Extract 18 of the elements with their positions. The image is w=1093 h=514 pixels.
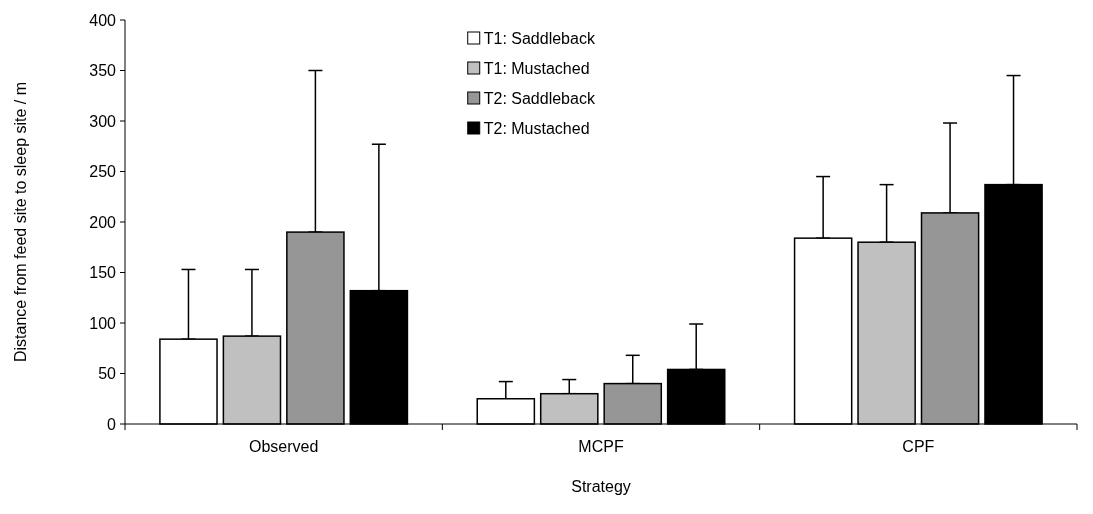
x-axis-title: Strategy [571, 478, 631, 495]
x-tick-label: Observed [248, 438, 319, 455]
legend-label: T1: Mustached [483, 59, 590, 77]
y-tick-label: 350 [89, 62, 117, 80]
y-tick-label: 200 [89, 213, 117, 231]
y-tick-label: 0 [107, 415, 117, 433]
y-tick-label: 150 [89, 264, 117, 282]
y-tick-label: 50 [98, 365, 117, 383]
y-axis-title: Distance from feed site to sleep site / m [12, 81, 29, 363]
y-tick-label: 300 [89, 112, 117, 130]
x-tick-label: MCPF [578, 438, 624, 455]
y-tick-label: 100 [89, 314, 117, 332]
y-tick-label: 250 [89, 163, 117, 181]
legend-label: T2: Mustached [483, 119, 590, 137]
legend-label: T1: Saddleback [483, 29, 596, 47]
x-tick-label: CPF [902, 438, 935, 455]
legend-label: T2: Saddleback [483, 89, 596, 107]
y-tick-label: 400 [89, 11, 117, 29]
